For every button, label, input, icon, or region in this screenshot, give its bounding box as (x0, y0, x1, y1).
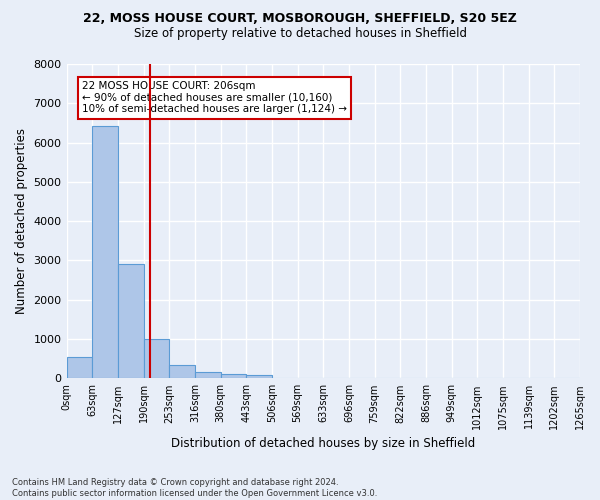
Text: 22, MOSS HOUSE COURT, MOSBOROUGH, SHEFFIELD, S20 5EZ: 22, MOSS HOUSE COURT, MOSBOROUGH, SHEFFI… (83, 12, 517, 26)
Bar (67, 356, 92, 378)
Text: Size of property relative to detached houses in Sheffield: Size of property relative to detached ho… (133, 28, 467, 40)
Bar (246, 376, 272, 378)
Text: Contains HM Land Registry data © Crown copyright and database right 2024.
Contai: Contains HM Land Registry data © Crown c… (12, 478, 377, 498)
Bar (169, 366, 195, 378)
Bar (221, 374, 246, 378)
Text: 22 MOSS HOUSE COURT: 206sqm
← 90% of detached houses are smaller (10,160)
10% of: 22 MOSS HOUSE COURT: 206sqm ← 90% of det… (82, 82, 347, 114)
X-axis label: Distribution of detached houses by size in Sheffield: Distribution of detached houses by size … (171, 437, 475, 450)
Bar (195, 372, 221, 378)
Bar (118, 264, 143, 378)
Y-axis label: Number of detached properties: Number of detached properties (15, 128, 28, 314)
Bar (92, 126, 118, 378)
Bar (143, 340, 169, 378)
